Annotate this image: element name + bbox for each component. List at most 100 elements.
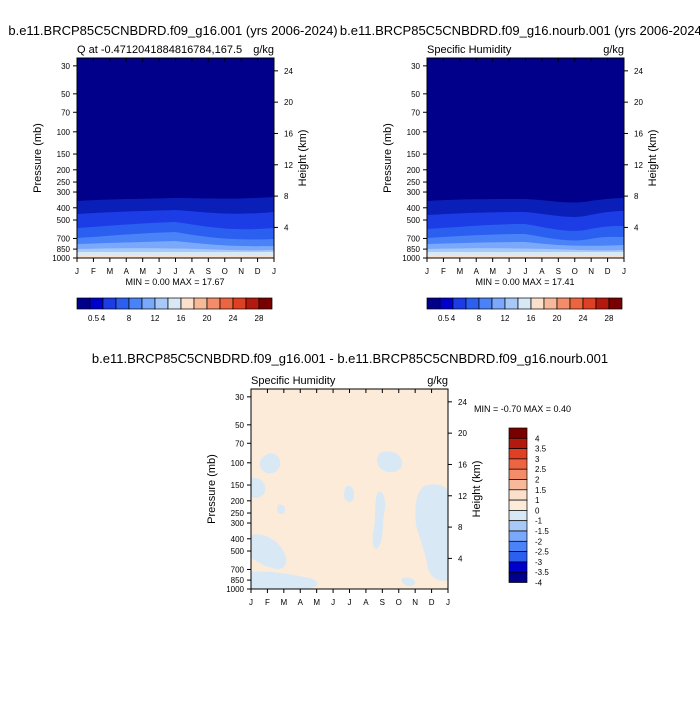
colorbar-swatch	[508, 448, 528, 460]
y2-tick-label: 8	[284, 192, 289, 201]
y2-tick-label: 12	[634, 161, 643, 170]
colorbar-swatch	[206, 297, 221, 310]
contour-blob-neg	[401, 577, 416, 587]
x-tick-label: M	[280, 598, 287, 607]
colorbar-swatch	[508, 561, 528, 573]
x-tick-label: F	[91, 267, 96, 276]
x-tick-label: A	[124, 267, 130, 276]
colorbar-swatch	[141, 297, 156, 310]
x-tick-label: J	[174, 267, 178, 276]
y2-tick-label: 8	[458, 523, 463, 532]
x-tick-label: J	[446, 598, 450, 607]
y-tick-label: 30	[411, 62, 420, 71]
colorbar-swatch	[115, 297, 130, 310]
x-tick-label: J	[249, 598, 253, 607]
x-tick-label: F	[441, 267, 446, 276]
colorbar-swatch	[491, 297, 506, 310]
colorbar-swatch	[508, 530, 528, 542]
x-tick-label: A	[474, 267, 480, 276]
x-tick-label: A	[189, 267, 195, 276]
colorbar-swatch	[508, 437, 528, 449]
y-tick-label: 250	[57, 178, 71, 187]
colorbar-label: 8	[127, 314, 132, 323]
y2-tick-label: 24	[284, 67, 293, 76]
x-tick-label: D	[429, 598, 435, 607]
colorbar-swatch	[76, 297, 91, 310]
y2-axis-label: Height (km)	[647, 130, 659, 187]
colorbar-swatch	[508, 479, 528, 491]
colorbar-label: 24	[579, 314, 588, 323]
colorbar-label: -3.5	[535, 568, 549, 577]
colorbar-swatch	[530, 297, 545, 310]
colorbar-swatch	[167, 297, 182, 310]
y2-tick-label: 20	[284, 98, 293, 107]
y-tick-label: 100	[407, 128, 421, 137]
chart-subtitle-right: g/kg	[427, 375, 448, 387]
y-tick-label: 70	[411, 108, 420, 117]
colorbar-swatch	[569, 297, 584, 310]
colorbar-swatch	[608, 297, 623, 310]
colorbar-label: 28	[255, 314, 264, 323]
x-tick-label: M	[456, 267, 463, 276]
x-tick-label: N	[412, 598, 418, 607]
contour-blob-neg	[251, 477, 266, 498]
y-tick-label: 30	[61, 62, 70, 71]
colorbar: 4 3.532.5 21.510 -1-1.5-2 -2.5-3-3.5 -4	[508, 427, 549, 588]
colorbar-label: 2	[535, 476, 540, 485]
y-tick-label: 700	[407, 234, 421, 243]
y2-axis: 24 20 16 12 8 4	[624, 67, 643, 232]
panel-bottom-difference: b.e11.BRCP85C5CNBDRD.f09_g16.001 - b.e11…	[92, 351, 608, 607]
x-tick-label: S	[556, 267, 561, 276]
y2-tick-label: 20	[634, 98, 643, 107]
y2-tick-label: 16	[634, 129, 643, 138]
y-tick-label: 700	[231, 565, 245, 574]
x-tick-label: O	[572, 267, 578, 276]
chart-subtitle-left: Q at -0.4712041884816784,167.5	[77, 44, 242, 56]
y-tick-label: 700	[57, 234, 71, 243]
colorbar-swatch	[556, 297, 571, 310]
x-tick-label: M	[106, 267, 113, 276]
y-tick-label: 500	[231, 547, 245, 556]
y-tick-label: 500	[57, 216, 71, 225]
y-tick-label: 200	[407, 166, 421, 175]
colorbar-label: 1	[535, 496, 540, 505]
contour-field	[77, 58, 274, 258]
colorbar-label: -2	[535, 537, 543, 546]
y-tick-label: 500	[407, 216, 421, 225]
colorbar-swatch	[543, 297, 558, 310]
y2-tick-label: 24	[458, 398, 467, 407]
y-tick-label: 100	[57, 128, 71, 137]
contour-blob-neg	[259, 453, 281, 474]
colorbar-swatch	[154, 297, 169, 310]
y-tick-label: 250	[407, 178, 421, 187]
colorbar-swatch	[426, 297, 441, 310]
y2-tick-label: 24	[634, 67, 643, 76]
x-tick-label: S	[380, 598, 385, 607]
x-tick-label: N	[238, 267, 244, 276]
colorbar-swatch	[508, 510, 528, 522]
x-tick-label: J	[331, 598, 335, 607]
chart-title: b.e11.BRCP85C5CNBDRD.f09_g16.nourb.001 (…	[340, 23, 700, 38]
colorbar-swatch	[102, 297, 117, 310]
y2-axis-label: Height (km)	[297, 130, 309, 187]
y2-tick-label: 12	[284, 161, 293, 170]
y2-tick-label: 4	[284, 223, 289, 232]
y-axis-label: Pressure (mb)	[382, 123, 394, 193]
contour-blob-neg	[343, 485, 355, 503]
colorbar-label: 16	[527, 314, 536, 323]
colorbar-swatch	[517, 297, 532, 310]
colorbar-label: 28	[605, 314, 614, 323]
chart-subtitle-right: g/kg	[253, 44, 274, 56]
y-tick-label: 300	[231, 519, 245, 528]
colorbar-label: -4	[535, 579, 543, 588]
colorbar-label: 1.5	[535, 486, 547, 495]
minmax-label: MIN = 0.00 MAX = 17.67	[125, 277, 224, 287]
y-tick-label: 250	[231, 509, 245, 518]
colorbar-swatch	[439, 297, 454, 310]
chart-title: b.e11.BRCP85C5CNBDRD.f09_g16.001 - b.e11…	[92, 351, 608, 366]
y2-tick-label: 8	[634, 192, 639, 201]
colorbar-swatch	[219, 297, 234, 310]
